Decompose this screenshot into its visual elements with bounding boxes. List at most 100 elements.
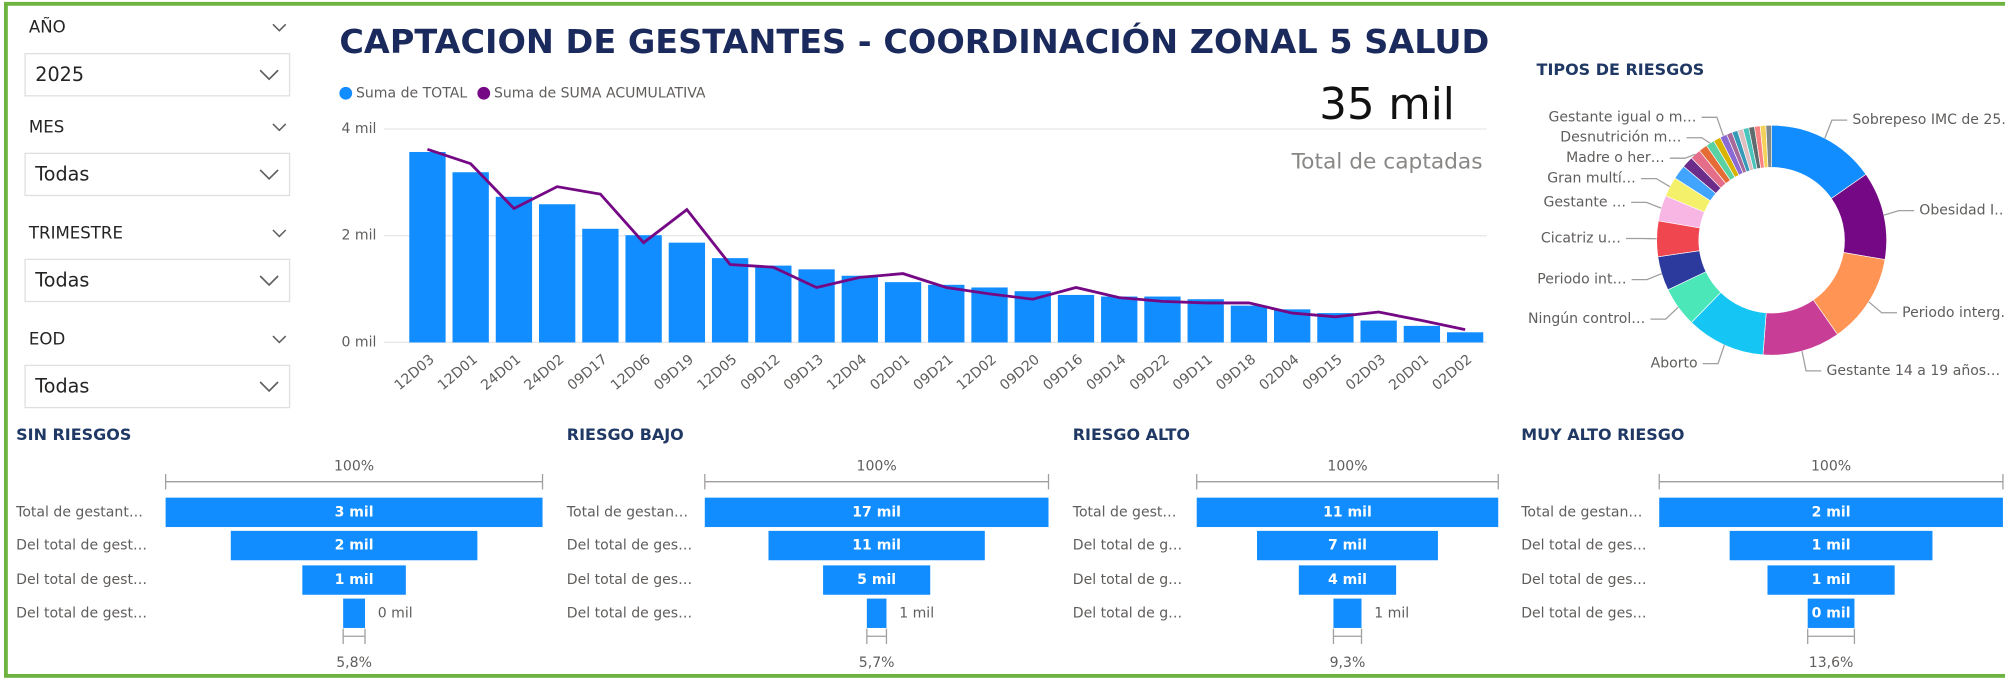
- slice-label: Desnutrición m…: [1560, 130, 1681, 146]
- category-label: Del total de g…: [1073, 572, 1182, 588]
- slicer-chevron: [272, 23, 287, 32]
- leader-line: [1701, 116, 1724, 137]
- bar: [582, 228, 619, 343]
- category-label: Del total de gest…: [16, 605, 147, 621]
- chart-title: RIESGO ALTO: [1073, 425, 1190, 444]
- bar: [1446, 332, 1484, 343]
- report-border: [3, 1, 2005, 678]
- data-label: 7 mil: [1328, 538, 1367, 554]
- legend-marker: [339, 86, 353, 100]
- percent-bracket: [1807, 628, 1856, 644]
- bar: [711, 258, 749, 343]
- x-tick-label: 09D15: [1300, 352, 1346, 394]
- percent-bracket: [1332, 628, 1363, 644]
- dropdown-chevron: [259, 275, 279, 287]
- x-tick-label: 12D04: [824, 352, 870, 394]
- leader-line: [1868, 301, 1898, 314]
- category-label: Del total de gest…: [16, 572, 147, 588]
- bar: [625, 235, 662, 343]
- leader-line: [1824, 119, 1848, 139]
- x-tick-label: 12D01: [435, 352, 481, 394]
- slicer-value: Todas: [34, 269, 89, 292]
- bar: [841, 275, 878, 343]
- bar: [495, 196, 533, 343]
- percent-label: 100%: [1327, 458, 1367, 474]
- donut-slice: [1765, 124, 1772, 168]
- percent-label: 100%: [334, 458, 374, 474]
- dropdown-chevron: [259, 381, 279, 393]
- leader-line: [1686, 137, 1711, 144]
- bar: [452, 172, 489, 343]
- leader-line: [1631, 273, 1662, 281]
- data-label: 2 mil: [1812, 504, 1851, 520]
- legend-label: Suma de TOTAL: [356, 85, 467, 101]
- category-label: Del total de ges…: [567, 572, 692, 588]
- percent-bracket: [342, 628, 366, 644]
- percent-label: 100%: [857, 458, 897, 474]
- funnel-bar: [704, 497, 1049, 528]
- data-label: 3 mil: [335, 504, 374, 520]
- slicer-dropdown[interactable]: [24, 152, 291, 197]
- funnel-bar: [1298, 565, 1397, 595]
- chart-title: RIESGO BAJO: [567, 425, 684, 444]
- category-label: Del total de gest…: [16, 538, 147, 554]
- slicer-dropdown[interactable]: [24, 53, 291, 97]
- data-label: 1 mil: [899, 605, 934, 621]
- legend-label: Suma de SUMA ACUMULATIVA: [494, 85, 706, 101]
- data-label: 17 mil: [852, 504, 901, 520]
- data-label: 2 mil: [335, 538, 374, 554]
- slicer-label: AÑO: [29, 18, 66, 37]
- slicer-value: Todas: [34, 163, 89, 186]
- legend-marker: [477, 86, 491, 100]
- percent-label: 100%: [1811, 458, 1851, 474]
- slice-label: Gestante …: [1544, 194, 1627, 210]
- x-tick-label: 20D01: [1386, 352, 1432, 394]
- leader-line: [1669, 153, 1696, 159]
- kpi-label: Total de captadas: [1291, 149, 1483, 174]
- slicer-value: Todas: [34, 375, 89, 398]
- bar: [1101, 296, 1138, 343]
- x-tick-label: 09D16: [1040, 352, 1086, 394]
- percent-bracket: [1196, 474, 1499, 490]
- slice-label: Periodo int…: [1537, 272, 1626, 288]
- funnel-bar: [1333, 598, 1362, 628]
- slicer-chevron: [272, 335, 287, 344]
- data-label: 1 mil: [1812, 572, 1851, 588]
- bar: [1360, 320, 1397, 343]
- bar: [1057, 294, 1095, 343]
- x-tick-label: 12D06: [608, 352, 654, 394]
- x-tick-label: 09D13: [781, 352, 827, 394]
- x-tick-label: 09D17: [565, 352, 611, 394]
- data-label: 1 mil: [1812, 538, 1851, 554]
- funnel-bar: [1767, 565, 1895, 595]
- bar: [884, 282, 922, 343]
- x-tick-label: 09D20: [997, 352, 1043, 394]
- data-label: 5 mil: [857, 572, 896, 588]
- slicer-dropdown[interactable]: [24, 258, 291, 303]
- x-tick-label: 02D01: [867, 352, 913, 394]
- slicer-label: EOD: [29, 329, 65, 348]
- x-tick-label: 09D12: [738, 352, 784, 394]
- slicer-dropdown[interactable]: [24, 364, 291, 409]
- leader-line: [1801, 350, 1822, 372]
- leader-line: [1631, 201, 1662, 209]
- funnel-bar: [230, 530, 478, 561]
- funnel-bar: [1257, 530, 1438, 561]
- bar: [755, 265, 792, 343]
- slicer-chevron: [272, 229, 287, 238]
- chart-title: TIPOS DE RIESGOS: [1537, 60, 1705, 79]
- percent-bracket: [1658, 474, 2004, 490]
- percent-label: 13,6%: [1809, 655, 1854, 671]
- x-tick-label: 12D02: [954, 352, 1000, 394]
- data-label: 0 mil: [1812, 605, 1851, 621]
- x-tick-label: 24D02: [521, 352, 567, 394]
- category-label: Del total de ges…: [1521, 538, 1646, 554]
- category-label: Total de gest…: [1072, 504, 1177, 520]
- x-tick-label: 12D03: [392, 352, 438, 394]
- data-label: 4 mil: [1328, 572, 1367, 588]
- slicer-label: TRIMESTRE: [28, 223, 123, 242]
- data-label: 1 mil: [335, 572, 374, 588]
- x-tick-label: 12D05: [694, 352, 740, 394]
- leader-line: [1883, 210, 1915, 216]
